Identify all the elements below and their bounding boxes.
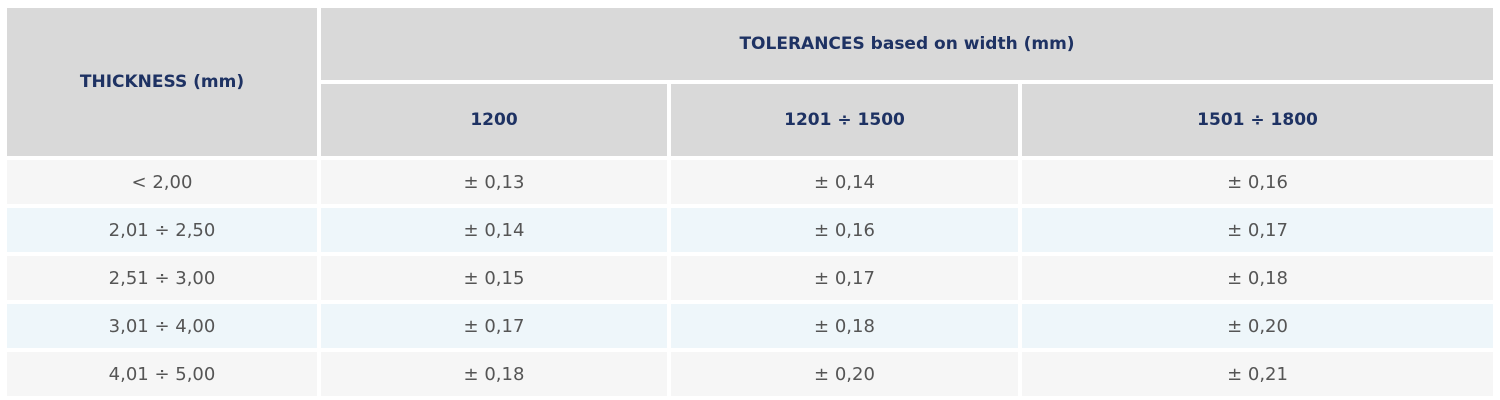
tolerance-cell: ± 0,18	[1022, 256, 1494, 300]
tolerance-cell: ± 0,18	[321, 352, 667, 396]
thickness-cell: 2,51 ÷ 3,00	[7, 256, 317, 300]
tolerance-cell: ± 0,16	[671, 208, 1018, 252]
tolerance-cell: ± 0,18	[671, 304, 1018, 348]
tolerances-header: TOLERANCES based on width (mm)	[321, 8, 1494, 80]
tolerance-cell: ± 0,20	[671, 352, 1018, 396]
tolerance-cell: ± 0,14	[671, 160, 1018, 204]
tolerance-cell: ± 0,17	[671, 256, 1018, 300]
tolerance-cell: ± 0,13	[321, 160, 667, 204]
thickness-cell: 4,01 ÷ 5,00	[7, 352, 317, 396]
width-header-1501-1800: 1501 ÷ 1800	[1022, 84, 1494, 156]
tolerance-cell: ± 0,20	[1022, 304, 1494, 348]
tolerance-cell: ± 0,17	[321, 304, 667, 348]
table-row: 2,01 ÷ 2,50 ± 0,14 ± 0,16 ± 0,17	[7, 208, 1494, 252]
table-row: < 2,00 ± 0,13 ± 0,14 ± 0,16	[7, 160, 1494, 204]
thickness-cell: < 2,00	[7, 160, 317, 204]
tolerance-cell: ± 0,15	[321, 256, 667, 300]
table-row: 4,01 ÷ 5,00 ± 0,18 ± 0,20 ± 0,21	[7, 352, 1494, 396]
tolerance-cell: ± 0,14	[321, 208, 667, 252]
tolerance-table-container: THICKNESS (mm) TOLERANCES based on width…	[7, 8, 1494, 396]
table-row: 3,01 ÷ 4,00 ± 0,17 ± 0,18 ± 0,20	[7, 304, 1494, 348]
width-header-1200: 1200	[321, 84, 667, 156]
thickness-header: THICKNESS (mm)	[7, 8, 317, 156]
tolerance-cell: ± 0,21	[1022, 352, 1494, 396]
tolerance-cell: ± 0,17	[1022, 208, 1494, 252]
table-row: 2,51 ÷ 3,00 ± 0,15 ± 0,17 ± 0,18	[7, 256, 1494, 300]
thickness-cell: 3,01 ÷ 4,00	[7, 304, 317, 348]
tolerance-cell: ± 0,16	[1022, 160, 1494, 204]
thickness-cell: 2,01 ÷ 2,50	[7, 208, 317, 252]
tolerance-table: THICKNESS (mm) TOLERANCES based on width…	[3, 4, 1497, 400]
width-header-1201-1500: 1201 ÷ 1500	[671, 84, 1018, 156]
